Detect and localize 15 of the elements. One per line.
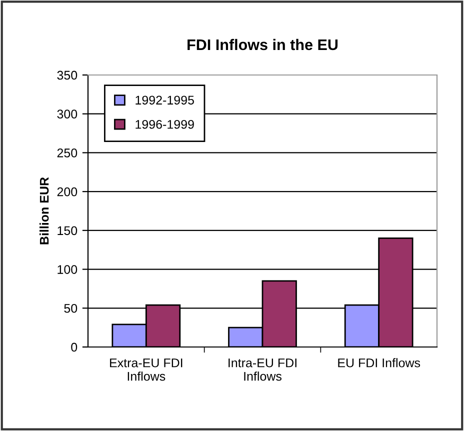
y-tick-label: 200: [57, 187, 78, 196]
legend-label: 1992-1995: [136, 96, 194, 105]
y-tick-label: 250: [57, 148, 78, 158]
y-tick-label: 100: [58, 265, 78, 274]
y-tick-label: 50: [64, 304, 78, 313]
x-tick-label: Extra-EU FDI Inflows: [110, 358, 182, 381]
y-axis-title: Billion EUR: [40, 177, 49, 244]
x-tick-label: Intra-EU FDI Inflows: [228, 358, 296, 381]
y-tick-label: 0: [71, 342, 78, 352]
legend-label: 1996-1999: [136, 120, 194, 129]
x-tick-label: EU FDI Inflows: [338, 358, 420, 368]
y-tick-label: 350: [57, 70, 78, 80]
y-tick-label: 300: [57, 110, 78, 119]
y-tick-label: 150: [58, 226, 78, 236]
chart-title: FDI Inflows in the EU: [188, 38, 338, 50]
